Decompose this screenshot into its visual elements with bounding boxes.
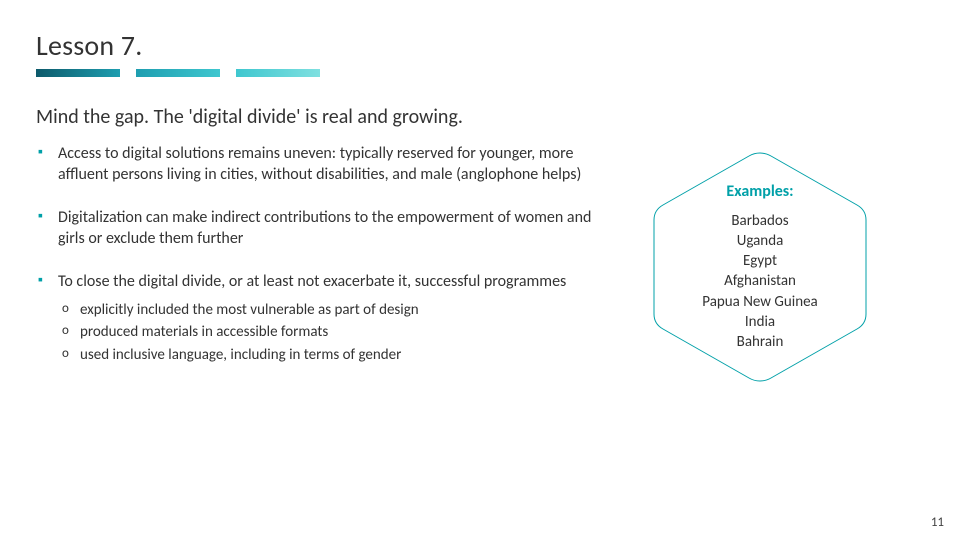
accent-bar-row bbox=[36, 69, 924, 77]
example-item: Papua New Guinea bbox=[702, 292, 817, 312]
hexagon-content: Examples: Barbados Uganda Egypt Afghanis… bbox=[650, 147, 870, 387]
bullet-item: Access to digital solutions remains unev… bbox=[36, 143, 596, 185]
accent-bar-3 bbox=[236, 69, 320, 77]
bullet-text: To close the digital divide, or at least… bbox=[58, 272, 566, 291]
examples-hexagon: Examples: Barbados Uganda Egypt Afghanis… bbox=[650, 147, 870, 387]
page-number: 11 bbox=[931, 515, 944, 530]
bullet-text: Digitalization can make indirect contrib… bbox=[58, 208, 591, 248]
slide: Lesson 7. Mind the gap. The 'digital div… bbox=[0, 0, 960, 540]
example-item: Uganda bbox=[737, 231, 784, 251]
accent-bar-2 bbox=[136, 69, 220, 77]
example-item: Egypt bbox=[743, 251, 777, 271]
lesson-title: Lesson 7. bbox=[36, 28, 924, 63]
example-item: Barbados bbox=[731, 211, 788, 231]
examples-column: Examples: Barbados Uganda Egypt Afghanis… bbox=[596, 143, 924, 388]
sub-item: produced materials in accessible formats bbox=[58, 321, 596, 344]
bullet-item: To close the digital divide, or at least… bbox=[36, 271, 596, 366]
content-row: Access to digital solutions remains unev… bbox=[36, 143, 924, 388]
sub-item: explicitly included the most vulnerable … bbox=[58, 299, 596, 322]
bullet-text: Access to digital solutions remains unev… bbox=[58, 144, 581, 184]
bullet-item: Digitalization can make indirect contrib… bbox=[36, 207, 596, 249]
examples-label: Examples: bbox=[726, 182, 793, 201]
sub-list: explicitly included the most vulnerable … bbox=[58, 299, 596, 367]
subtitle: Mind the gap. The 'digital divide' is re… bbox=[36, 105, 924, 129]
example-item: India bbox=[745, 312, 775, 332]
example-item: Bahrain bbox=[737, 332, 784, 352]
sub-item: used inclusive language, including in te… bbox=[58, 344, 596, 367]
bullets-column: Access to digital solutions remains unev… bbox=[36, 143, 596, 388]
bullet-list: Access to digital solutions remains unev… bbox=[36, 143, 596, 366]
example-item: Afghanistan bbox=[724, 271, 796, 291]
accent-bar-1 bbox=[36, 69, 120, 77]
